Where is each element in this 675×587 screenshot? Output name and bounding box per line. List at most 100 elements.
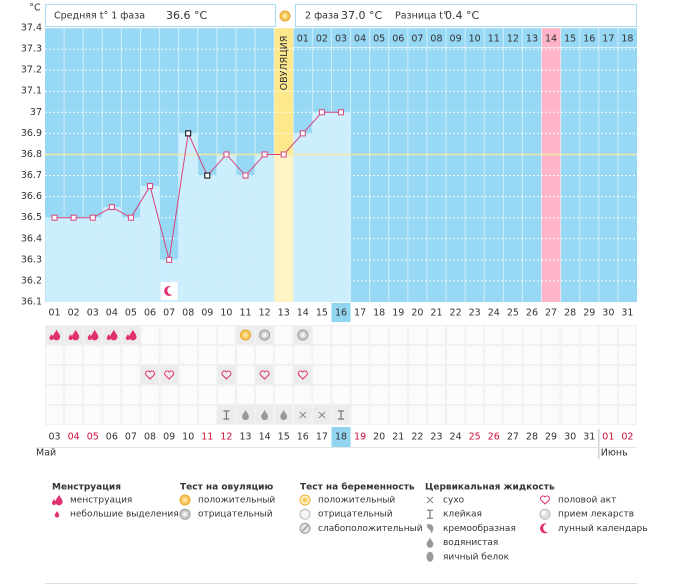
cycle-day-label: 07	[163, 308, 175, 319]
y-tick-label: 36.4	[21, 233, 42, 244]
symbol-cell	[484, 325, 504, 345]
symbol-cell	[446, 345, 466, 365]
symbol-cell	[522, 325, 542, 345]
expected-period-column	[541, 28, 561, 302]
symbol-cell	[541, 345, 561, 365]
pill-shape	[541, 510, 546, 515]
symbol-cell	[617, 365, 637, 385]
symbol-cell	[331, 385, 351, 405]
date-label: 25	[469, 432, 481, 443]
icon-sticky	[338, 410, 344, 420]
symbol-cell	[465, 385, 485, 405]
temperature-marker	[223, 151, 230, 158]
legend-title: Менструация	[52, 483, 121, 493]
icon-preg-pos	[299, 494, 311, 506]
drop-small	[68, 334, 73, 340]
date-label: 08	[144, 432, 156, 443]
symbol-cell	[331, 325, 351, 345]
diff-temp: 0.4 °C	[445, 9, 479, 22]
symbol-cell	[350, 365, 370, 385]
symbol-cell	[197, 345, 217, 365]
symbol-cell	[216, 385, 236, 405]
symbol-cell	[560, 365, 580, 385]
phase2-label: 2 фаза	[305, 11, 339, 22]
symbol-cell	[407, 345, 427, 365]
cycle-day-label: 16	[335, 308, 347, 319]
symbol-cell	[140, 385, 160, 405]
temperature-marker	[108, 204, 115, 211]
phase2-box	[295, 4, 637, 27]
icon-eggwhite	[426, 551, 434, 562]
icon-sticky	[427, 509, 433, 519]
symbol-cell	[369, 325, 389, 345]
symbol-cell	[293, 345, 313, 365]
cycle-day-label: 22	[450, 308, 462, 319]
icon-small-drop	[54, 510, 60, 518]
diff-label: Разница t°	[395, 11, 448, 22]
symbol-cell-filled	[160, 366, 178, 384]
unit: °C	[29, 3, 41, 14]
cycle-day-label: 15	[316, 308, 328, 319]
temperature-bar	[331, 112, 351, 302]
icon-heart	[145, 370, 156, 380]
y-tick-label: 36.7	[21, 170, 42, 181]
symbol-cell	[465, 345, 485, 365]
symbol-cell	[255, 345, 275, 365]
y-tick-label: 37.4	[21, 23, 42, 34]
symbol-cell	[216, 325, 236, 345]
symbol-cell	[388, 385, 408, 405]
symbol-cell	[64, 345, 84, 365]
cycle-day-label: 02	[68, 308, 80, 319]
icon-heart	[540, 495, 550, 505]
date-label: 07	[125, 432, 137, 443]
cycle-day-label: 13	[278, 308, 290, 319]
temperature-bar	[45, 217, 64, 302]
legend-label: отрицательный	[198, 510, 273, 520]
phase-day-label: 16	[583, 34, 595, 45]
symbol-cell	[312, 385, 332, 405]
icon-ov-neg	[297, 329, 309, 341]
cycle-day-label: 29	[583, 308, 595, 319]
symbol-cell	[274, 365, 294, 385]
temperature-bar	[140, 186, 160, 302]
temperature-marker	[242, 172, 249, 179]
symbol-cell	[560, 385, 580, 405]
symbol-cell	[83, 405, 103, 425]
date-label: 15	[278, 432, 290, 443]
legend-label: сухо	[443, 496, 465, 506]
symbol-cell	[407, 405, 427, 425]
temperature-marker	[70, 214, 77, 221]
cycle-day-label: 09	[201, 308, 213, 319]
y-tick-label: 37.3	[21, 44, 42, 55]
symbol-cell	[178, 345, 198, 365]
date-label: 10	[182, 432, 194, 443]
legend-label: кремообразная	[443, 524, 516, 534]
date-label: 21	[392, 432, 404, 443]
drop-small	[87, 334, 92, 340]
sticky-mark	[223, 410, 230, 420]
phase1-temp: 36.6 °C	[166, 9, 207, 22]
cycle-day-label: 24	[488, 308, 500, 319]
symbol-cell	[503, 365, 523, 385]
symbol-cell	[197, 325, 217, 345]
symbol-cell	[388, 325, 408, 345]
cycle-day-label: 08	[182, 308, 194, 319]
phase-day-label: 18	[621, 34, 633, 45]
symbol-cell	[579, 325, 599, 345]
sticky-mark	[427, 509, 433, 519]
drop-small	[52, 499, 56, 505]
cycle-day-label: 18	[373, 308, 385, 319]
symbol-cell	[140, 345, 160, 365]
heart-shape	[540, 495, 550, 505]
temperature-marker	[166, 256, 173, 263]
drop-big	[52, 329, 61, 341]
symbol-cell	[388, 365, 408, 385]
temperature-marker	[299, 130, 306, 137]
temperature-bar	[217, 154, 236, 302]
phase-day-label: 09	[450, 34, 462, 45]
icon-dry	[318, 411, 326, 419]
phase-day-label: 15	[564, 34, 576, 45]
date-label: 29	[545, 432, 557, 443]
date-label: 23	[430, 432, 442, 443]
icon-dry	[426, 496, 434, 504]
